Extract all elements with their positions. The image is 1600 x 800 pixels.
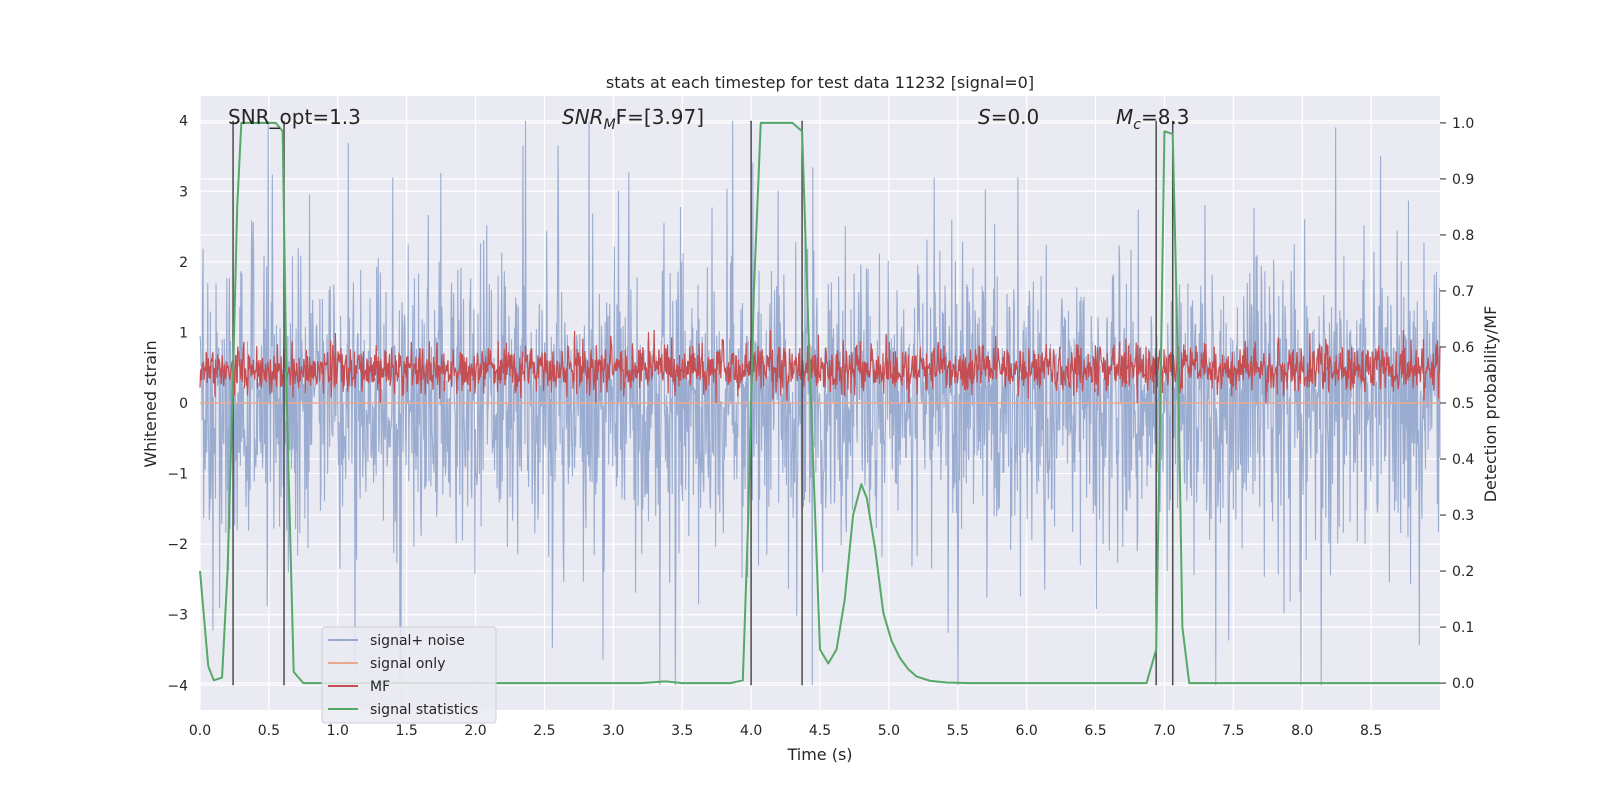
y-tick-label: −2 [167, 537, 188, 553]
legend-label-signal-statistics: signal statistics [370, 702, 478, 718]
legend-label-signal-only: signal only [370, 656, 445, 672]
x-tick-label: 0.5 [258, 723, 280, 739]
legend-label-mf: MF [370, 679, 390, 695]
y2-tick-label: 0.0 [1452, 676, 1474, 692]
x-tick-label: 2.5 [533, 723, 555, 739]
legend-box [321, 626, 497, 724]
y2-tick-label: 0.1 [1452, 620, 1474, 636]
annotation-s-main: S [978, 105, 991, 129]
y-tick-label: 1 [179, 325, 188, 341]
y2-tick-label: 0.7 [1452, 284, 1474, 300]
annotation-mc-main: M [1116, 105, 1133, 129]
legend-label-signal-noise: signal+ noise [370, 633, 465, 649]
x-tick-label: 0.0 [189, 723, 211, 739]
x-tick-label: 5.0 [878, 723, 900, 739]
y-tick-label: −3 [167, 608, 188, 624]
x-tick-label: 1.5 [396, 723, 418, 739]
annotation-s-rest: =0.0 [991, 105, 1040, 129]
y2-tick-label: 0.6 [1452, 340, 1474, 356]
y-tick-label: −1 [167, 467, 188, 483]
y-axis-label: Whitened strain [141, 340, 160, 467]
annotation-snr-opt: SNR_opt=1.3 [228, 105, 361, 129]
x-tick-label: 2.0 [464, 723, 486, 739]
y-axis-ticks: −4 −3 −2 −1 0 1 2 3 4 [167, 114, 188, 695]
y2-tick-label: 1.0 [1452, 116, 1474, 132]
x-tick-label: 8.0 [1291, 723, 1313, 739]
y-tick-label: 0 [179, 396, 188, 412]
series-line-signal-statistics [199, 121, 1440, 685]
y-tick-label: 4 [179, 114, 188, 130]
y2-axis-label: Detection probability/MF [1481, 306, 1500, 503]
series-line-mf [199, 330, 1441, 404]
y2-tick-label: 0.5 [1452, 396, 1474, 412]
x-tick-label: 4.0 [740, 723, 762, 739]
y2-axis-ticks: 0.0 0.1 0.2 0.3 0.4 0.5 0.6 0.7 0.8 0.9 1.0 [1440, 116, 1474, 692]
y-tick-label: 3 [179, 184, 188, 200]
x-axis-ticks: 0.0 0.5 1.0 1.5 2.0 2.5 3.0 3.5 4.0 4.5 5.0 5.5 6.0 6… [189, 723, 1382, 739]
x-tick-label: 4.5 [809, 723, 831, 739]
x-tick-label: 5.5 [947, 723, 969, 739]
y-tick-label: −4 [167, 678, 188, 694]
chart-title: stats at each timestep for test data 112… [606, 73, 1034, 92]
y2-tick-label: 0.2 [1452, 564, 1474, 580]
x-tick-label: 6.5 [1084, 723, 1106, 739]
y2-tick-label: 0.9 [1452, 172, 1474, 188]
x-tick-label: 1.0 [327, 723, 349, 739]
annotation-snr-mf-rest: F=[3.97] [616, 105, 704, 129]
annotation-s: S=0.0 [978, 105, 1039, 129]
annotation-mc-sub: c [1133, 117, 1141, 133]
x-tick-label: 8.5 [1360, 723, 1382, 739]
annotation-mc: Mc=8.3 [1116, 105, 1190, 133]
x-tick-label: 3.5 [671, 723, 693, 739]
annotation-snr-mf-main: SNR [562, 105, 604, 129]
annotation-mc-rest: =8.3 [1141, 105, 1190, 129]
x-tick-label: 7.0 [1153, 723, 1175, 739]
y2-tick-label: 0.4 [1452, 452, 1474, 468]
series-signal-statistics [199, 121, 1440, 685]
x-tick-label: 7.5 [1222, 723, 1244, 739]
y2-tick-label: 0.3 [1452, 508, 1474, 524]
x-axis-label: Time (s) [786, 745, 852, 764]
x-tick-label: 6.0 [1016, 723, 1038, 739]
y2-tick-label: 0.8 [1452, 228, 1474, 244]
x-tick-label: 3.0 [602, 723, 624, 739]
series-mf [199, 330, 1441, 404]
legend: signal+ noise signal only MF signal stat… [321, 626, 497, 724]
annotation-snr-mf-sub: M [604, 117, 616, 133]
annotation-snr-mf: SNRMF=[3.97] [562, 105, 704, 133]
y-tick-label: 2 [179, 255, 188, 271]
